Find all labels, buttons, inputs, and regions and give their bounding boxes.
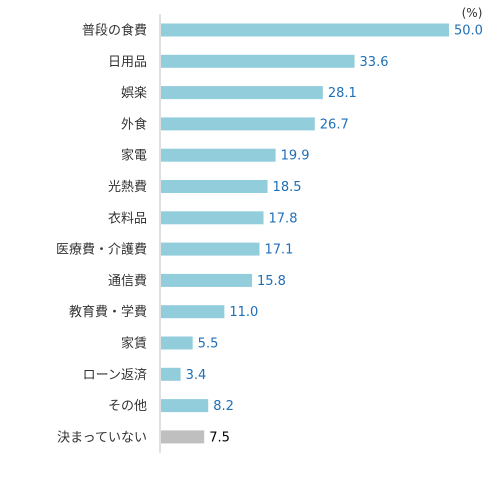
bar (161, 117, 315, 131)
category-label: 外食 (121, 116, 147, 132)
bar (161, 305, 225, 319)
unit-label: (%) (462, 6, 483, 20)
value-label: 33.6 (360, 55, 389, 70)
category-label: 娯楽 (121, 85, 147, 101)
bar (161, 23, 449, 37)
category-label: 家電 (121, 148, 147, 164)
bar (161, 242, 260, 256)
category-label: その他 (108, 399, 147, 414)
category-label: 決まっていない (57, 430, 147, 445)
value-label: 26.7 (320, 117, 349, 132)
bar (161, 399, 209, 413)
value-label: 19.9 (281, 149, 310, 164)
value-label: 18.5 (273, 180, 302, 195)
category-label: 教育費・学費 (69, 304, 147, 320)
category-label: 日用品 (108, 55, 147, 70)
bar (161, 430, 205, 444)
value-label: 17.8 (269, 211, 298, 226)
value-label: 11.0 (229, 305, 258, 320)
category-label: 家賃 (121, 336, 147, 352)
value-label: 17.1 (264, 243, 293, 258)
category-label: 光熱費 (108, 180, 147, 195)
bar (161, 180, 268, 193)
bar (161, 367, 181, 381)
value-label: 3.4 (186, 368, 207, 383)
value-label: 50.0 (454, 24, 483, 39)
category-label: ローン返済 (83, 367, 147, 383)
bar (161, 336, 193, 350)
category-label: 衣料品 (108, 210, 147, 226)
category-label: 通信費 (108, 274, 147, 289)
value-label: 7.5 (209, 430, 230, 445)
bar (161, 86, 323, 100)
bar (161, 211, 264, 225)
value-label: 8.2 (213, 399, 234, 414)
bar (161, 273, 253, 287)
value-label: 15.8 (257, 274, 286, 289)
bars-group: 普段の食費 50.0 日用品 33.6 娯楽 28.1 外食 26.7 家電 19.9 光熱費 18.… (56, 23, 483, 446)
category-label: 普段の食費 (82, 23, 147, 39)
value-label: 28.1 (328, 86, 357, 101)
bar (161, 148, 276, 162)
bar (161, 54, 355, 68)
category-label: 医療費・介護費 (56, 242, 147, 258)
value-label: 5.5 (198, 337, 219, 352)
